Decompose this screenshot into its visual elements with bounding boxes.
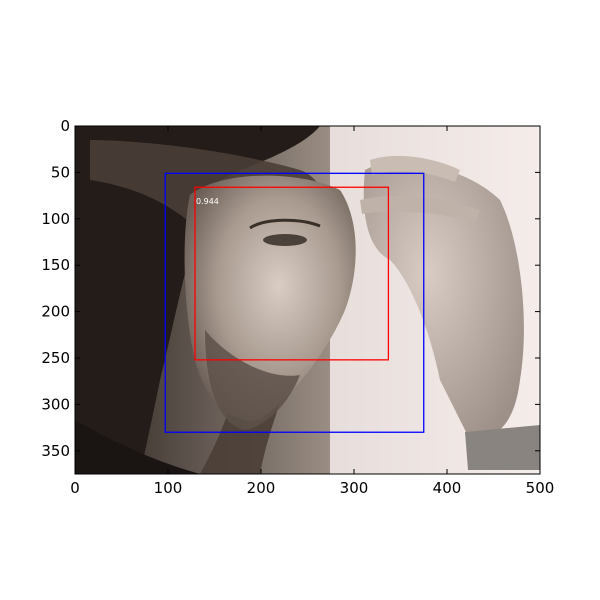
y-tick-label: 50 [51, 163, 70, 181]
finger [370, 155, 460, 182]
detection-score-label: 0.944 [196, 197, 219, 206]
x-tick-label: 500 [526, 479, 555, 497]
x-tick-label: 400 [433, 479, 462, 497]
detection-boxes: 0.944 [164, 172, 425, 433]
eyebrow [249, 218, 321, 230]
portrait-photo [75, 126, 540, 474]
y-tick-label: 350 [41, 442, 70, 460]
y-tick-label: 200 [41, 303, 70, 321]
y-axis: 0 50 100 150 200 250 300 350 [41, 117, 540, 460]
shirt [75, 420, 200, 474]
finger [360, 195, 480, 222]
x-tick-label: 0 [70, 479, 80, 497]
x-tick-label: 200 [247, 479, 276, 497]
box-blue [164, 172, 425, 433]
box-red [194, 186, 390, 361]
y-tick-label: 150 [41, 256, 70, 274]
y-tick-label: 0 [60, 117, 70, 135]
x-axis: 0 100 200 300 400 500 [70, 126, 554, 497]
y-tick-label: 250 [41, 349, 70, 367]
wristwatch [465, 425, 540, 470]
beard [205, 330, 300, 430]
x-tick-label: 300 [340, 479, 369, 497]
hair-dark-left [75, 126, 320, 474]
hand [363, 161, 524, 440]
y-tick-label: 300 [41, 395, 70, 413]
axes-frame [74, 125, 541, 475]
y-tick-label: 100 [41, 210, 70, 228]
eye [263, 234, 307, 246]
x-tick-label: 100 [154, 479, 183, 497]
